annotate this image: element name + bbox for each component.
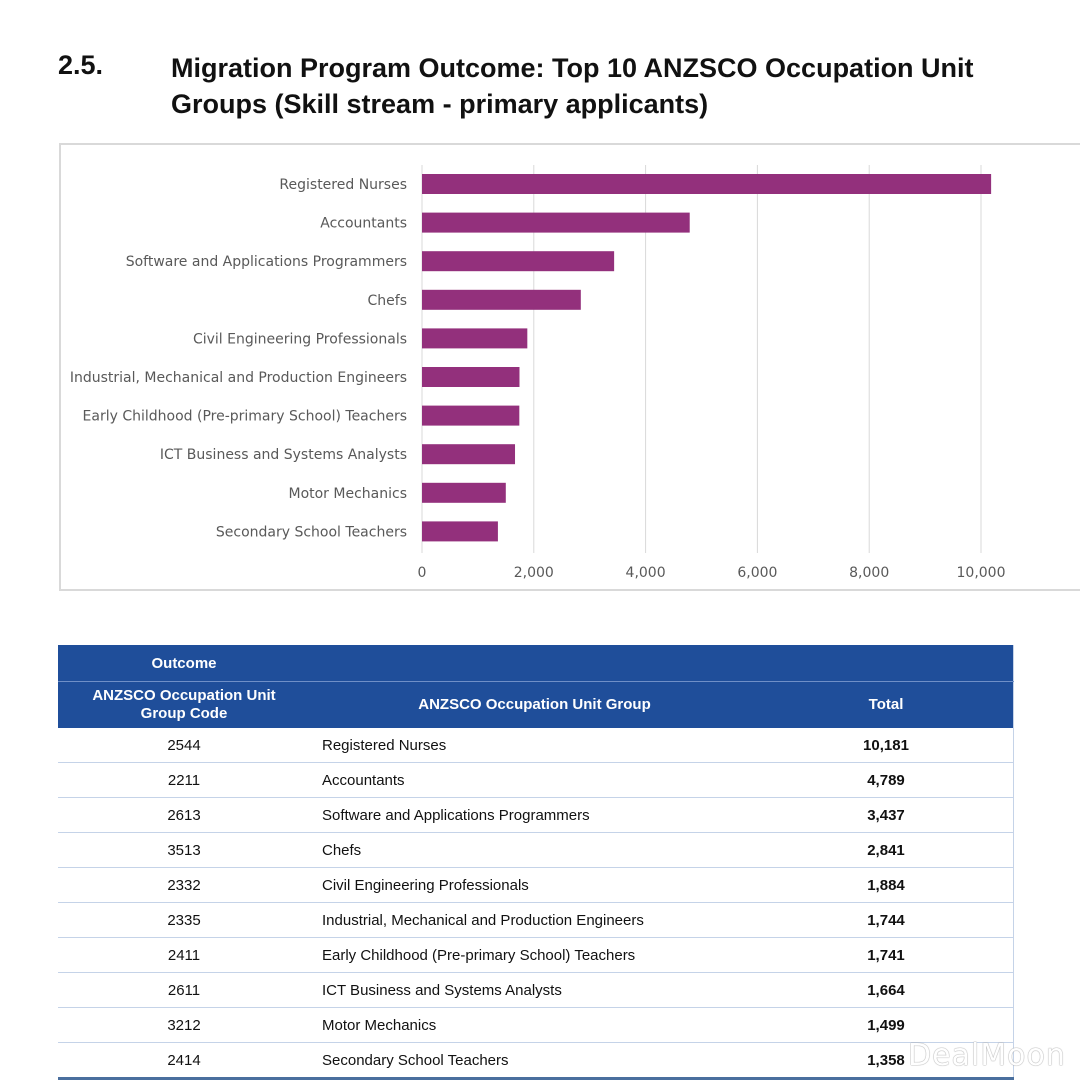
table-row: 2611 ICT Business and Systems Analysts 1,6… bbox=[58, 972, 1014, 1008]
cell-group: Motor Mechanics bbox=[310, 1007, 759, 1043]
cell-group: Early Childhood (Pre-primary School) Tea… bbox=[310, 937, 759, 973]
bar-chart: 0 2,000 4,000 6,000 8,000 10,000 Registered Nu… bbox=[59, 143, 1080, 591]
bar bbox=[422, 521, 498, 542]
cell-total: 2,841 bbox=[759, 832, 1014, 868]
cell-code: 2332 bbox=[58, 867, 310, 903]
cell-total: 1,741 bbox=[759, 937, 1014, 973]
bar bbox=[422, 367, 520, 387]
bar bbox=[422, 289, 581, 310]
table-row: 3212 Motor Mechanics 1,499 bbox=[58, 1007, 1014, 1043]
table-row: 2211 Accountants 4,789 bbox=[58, 762, 1014, 798]
col-header-code: ANZSCO Occupation Unit Group Code bbox=[58, 681, 310, 728]
cell-total: 10,181 bbox=[759, 728, 1014, 763]
x-tick-label: 6,000 bbox=[737, 565, 777, 581]
category-label: ICT Business and Systems Analysts bbox=[160, 447, 407, 463]
chart-svg: 0 2,000 4,000 6,000 8,000 10,000 Registered Nu… bbox=[70, 165, 1006, 581]
cell-group: Accountants bbox=[310, 762, 759, 798]
cell-code: 2414 bbox=[58, 1042, 310, 1080]
category-label: Accountants bbox=[320, 216, 407, 232]
table-row: 2544 Registered Nurses 10,181 bbox=[58, 728, 1014, 763]
bar bbox=[422, 444, 516, 465]
cell-group: Software and Applications Programmers bbox=[310, 797, 759, 833]
category-label: Secondary School Teachers bbox=[216, 524, 407, 540]
x-tick-label: 8,000 bbox=[849, 565, 889, 581]
cell-code: 2335 bbox=[58, 902, 310, 938]
bar bbox=[422, 328, 528, 349]
cell-group: ICT Business and Systems Analysts bbox=[310, 972, 759, 1008]
occupation-table: Outcome ANZSCO Occupation Unit Group Cod… bbox=[58, 645, 1014, 1080]
group-header: Outcome bbox=[58, 645, 310, 682]
bar bbox=[422, 212, 690, 233]
cell-code: 2613 bbox=[58, 797, 310, 833]
table-row: 2411 Early Childhood (Pre-primary School)… bbox=[58, 937, 1014, 973]
category-label: Civil Engineering Professionals bbox=[193, 331, 407, 347]
section-number: 2.5. bbox=[58, 50, 104, 80]
x-tick-label: 10,000 bbox=[957, 565, 1006, 581]
cell-code: 2211 bbox=[58, 762, 310, 798]
category-label: Software and Applications Programmers bbox=[126, 254, 407, 270]
table-row: 2332 Civil Engineering Professionals 1,884 bbox=[58, 867, 1014, 903]
section-title: Migration Program Outcome: Top 10 ANZSCO… bbox=[171, 53, 974, 119]
cell-code: 2611 bbox=[58, 972, 310, 1008]
cell-total: 1,884 bbox=[759, 867, 1014, 903]
table-row: 3513 Chefs 2,841 bbox=[58, 832, 1014, 868]
cell-code: 2544 bbox=[58, 728, 310, 763]
x-tick-label: 2,000 bbox=[514, 565, 554, 581]
cell-code: 3212 bbox=[58, 1007, 310, 1043]
x-tick-label: 4,000 bbox=[626, 565, 666, 581]
category-label: Registered Nurses bbox=[279, 177, 407, 193]
col-header-total: Total bbox=[759, 681, 1014, 728]
cell-group: Registered Nurses bbox=[310, 728, 759, 763]
category-label: Industrial, Mechanical and Production En… bbox=[70, 370, 407, 386]
cell-total: 1,499 bbox=[759, 1007, 1014, 1043]
table-row: 2414 Secondary School Teachers 1,358 bbox=[58, 1042, 1014, 1080]
cell-total: 3,437 bbox=[759, 797, 1014, 833]
category-label: Chefs bbox=[368, 293, 407, 309]
cell-total: 4,789 bbox=[759, 762, 1014, 798]
watermark: DealMoon bbox=[908, 1038, 1066, 1073]
category-label: Motor Mechanics bbox=[288, 486, 407, 502]
cell-total: 1,744 bbox=[759, 902, 1014, 938]
cell-code: 3513 bbox=[58, 832, 310, 868]
cell-group: Civil Engineering Professionals bbox=[310, 867, 759, 903]
category-label: Early Childhood (Pre-primary School) Tea… bbox=[83, 409, 407, 425]
table-row: 2335 Industrial, Mechanical and Productio… bbox=[58, 902, 1014, 938]
bar bbox=[422, 174, 992, 194]
bar bbox=[422, 251, 615, 272]
cell-total: 1,664 bbox=[759, 972, 1014, 1008]
cell-group: Chefs bbox=[310, 832, 759, 868]
bar bbox=[422, 405, 520, 426]
col-header-group: ANZSCO Occupation Unit Group bbox=[310, 681, 759, 728]
cell-group: Secondary School Teachers bbox=[310, 1042, 759, 1080]
x-tick-label: 0 bbox=[418, 565, 427, 581]
bar bbox=[422, 482, 506, 503]
table-row: 2613 Software and Applications Programmer… bbox=[58, 797, 1014, 833]
cell-code: 2411 bbox=[58, 937, 310, 973]
cell-total: 1,358 bbox=[759, 1042, 1014, 1080]
cell-group: Industrial, Mechanical and Production En… bbox=[310, 902, 759, 938]
